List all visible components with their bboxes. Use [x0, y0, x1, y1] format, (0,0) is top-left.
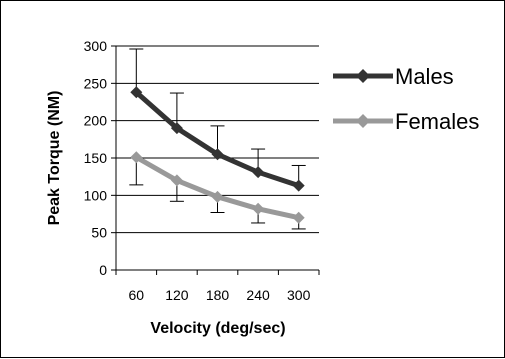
legend-label-males: Males	[395, 64, 454, 89]
data-point-females	[252, 202, 265, 215]
y-tick-label: 200	[84, 113, 108, 129]
y-tick-labels: 0 50 100 150 200 250 300	[84, 38, 108, 278]
data-point-females	[170, 174, 183, 187]
legend-label-females: Females	[395, 109, 479, 134]
y-axis-title: Peak Torque (NM)	[46, 91, 63, 226]
data-point-males	[252, 166, 265, 179]
y-tick-label: 100	[84, 187, 108, 203]
y-tick-label: 50	[91, 225, 107, 241]
series-lines	[130, 86, 305, 224]
data-point-males	[170, 122, 183, 135]
y-tick-label: 250	[84, 75, 108, 91]
x-tick-label: 120	[165, 287, 189, 303]
y-tick-label: 0	[99, 262, 107, 278]
data-point-males	[211, 148, 224, 161]
error-bars	[129, 48, 306, 230]
data-point-males	[292, 179, 305, 192]
x-tick-label: 300	[287, 287, 311, 303]
data-point-females	[130, 151, 143, 164]
x-axis-title: Velocity (deg/sec)	[150, 320, 285, 337]
x-tick-label: 240	[246, 287, 270, 303]
legend-marker-females	[356, 114, 370, 128]
y-tick-label: 300	[84, 38, 108, 54]
x-tick-label: 60	[129, 287, 145, 303]
x-tick-label: 180	[206, 287, 230, 303]
legend-marker-males	[356, 69, 370, 83]
data-point-females	[292, 211, 305, 224]
y-tick-label: 150	[84, 150, 108, 166]
data-point-females	[211, 190, 224, 203]
data-point-males	[130, 86, 143, 99]
axes	[111, 45, 320, 275]
legend: Males Females	[333, 64, 479, 134]
x-tick-labels: 60 120 180 240 300	[129, 287, 311, 303]
